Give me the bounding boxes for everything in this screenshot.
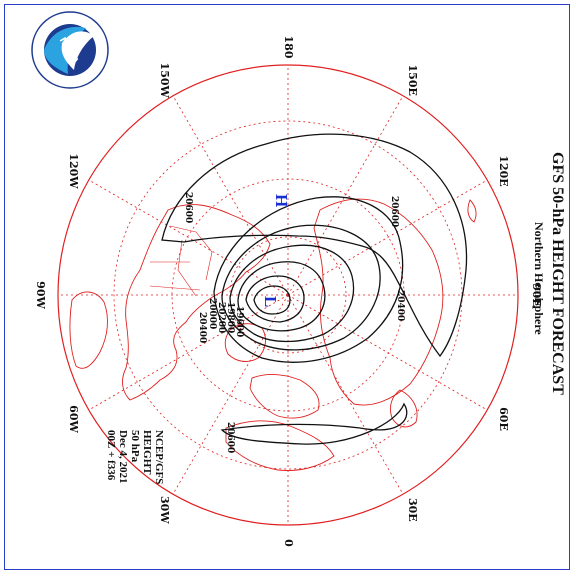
contour-line [253, 285, 291, 315]
coastline-south-america [69, 291, 108, 369]
contour-labels: 20600 20600 20400 20600 20400 20000 2020… [183, 192, 405, 453]
map-boundary-circle [57, 64, 519, 526]
longitude-label: 90W [34, 281, 47, 309]
low-pressure-center: L [261, 296, 280, 307]
meridian-line [172, 95, 289, 296]
high-pressure-center: H [272, 194, 291, 207]
meridian-line [287, 294, 488, 411]
contour-line [245, 275, 305, 323]
run-info-level: 50 hPa [129, 430, 141, 463]
state-borders [149, 225, 213, 297]
contour-label: 20400 [395, 290, 405, 321]
run-info-model: NCEP/GFS [153, 430, 165, 484]
contour-line [237, 261, 326, 332]
longitude-label: 150E [406, 65, 419, 96]
coastline-japan [467, 199, 477, 223]
contour-label: 19800 [225, 302, 235, 333]
chart-title: GFS 50-hPa HEIGHT FORECAST [549, 152, 566, 395]
coastline-asia [313, 198, 444, 406]
meridian-line [287, 179, 488, 296]
longitude-label: 0 [282, 539, 295, 547]
run-info-field: HEIGHT [141, 430, 153, 475]
coastline-north-america [122, 204, 271, 401]
longitude-label: 30W [158, 496, 171, 524]
contour-line [161, 133, 468, 358]
contour-label: 20600 [183, 192, 193, 223]
contour-line [213, 196, 404, 363]
longitude-label: 90E [530, 283, 543, 307]
contour-label: 20600 [225, 422, 235, 453]
coastline-greenland [224, 323, 266, 362]
coastline-africa [225, 420, 335, 471]
contour-line [221, 224, 381, 351]
longitude-label: 30E [406, 498, 419, 522]
longitude-label: 60W [67, 405, 80, 433]
longitude-label: 180 [282, 36, 295, 59]
longitude-label: 150W [158, 63, 171, 99]
meridian-line [88, 294, 289, 411]
longitude-labels: 0 30E 60E 90E 120E 150E 180 150W 120W 90W 60W 30W [34, 36, 543, 548]
longitude-label: 60E [497, 407, 510, 431]
meridian-lines [58, 65, 518, 525]
height-contours [161, 133, 468, 445]
image-frame [4, 4, 570, 570]
meridian-line [287, 294, 404, 495]
contour-label: 20200 [216, 302, 226, 333]
coastlines [69, 198, 477, 471]
run-info-forecast-hour: 00Z + f336 [105, 430, 117, 481]
run-info: NCEP/GFS HEIGHT 50 hPa Dec 4, 2021 00Z +… [105, 430, 165, 484]
meridian-line [287, 95, 404, 296]
contour-label: 20000 [207, 298, 217, 329]
meridian-line [88, 179, 289, 296]
chart-subtitle: Northern Hemisphere [532, 222, 546, 335]
noaa-logo: NOAA [31, 11, 109, 89]
longitude-label: 120E [497, 155, 510, 186]
longitude-label: 120W [67, 153, 80, 189]
meridian-line [172, 294, 289, 495]
contour-line [220, 402, 408, 445]
logo-gull [61, 31, 94, 70]
coastline-india [389, 389, 418, 428]
contour-label: 20600 [389, 196, 399, 227]
state-border-lines [149, 225, 213, 297]
coastline-europe [249, 373, 320, 419]
contour-line [229, 244, 355, 343]
contour-label: 19600 [234, 306, 244, 337]
contour-label: 20400 [197, 312, 207, 343]
run-info-date: Dec 4, 2021 [117, 430, 129, 483]
